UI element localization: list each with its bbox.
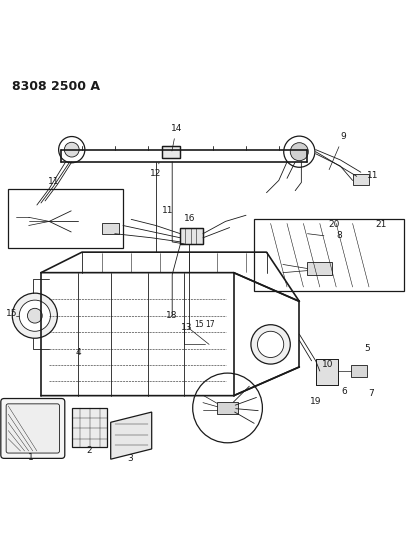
Circle shape <box>64 142 79 157</box>
Bar <box>254 220 403 291</box>
Bar <box>162 146 180 158</box>
Text: 18: 18 <box>166 311 178 320</box>
Text: 11: 11 <box>162 206 173 215</box>
Bar <box>315 359 337 385</box>
Bar <box>217 402 237 414</box>
Circle shape <box>250 325 290 364</box>
Circle shape <box>19 300 50 332</box>
Bar <box>180 228 202 244</box>
Circle shape <box>192 373 262 443</box>
Polygon shape <box>110 412 151 459</box>
Text: 1: 1 <box>27 453 33 462</box>
Text: 11: 11 <box>366 171 378 180</box>
Text: 3: 3 <box>127 454 133 463</box>
Text: 16: 16 <box>183 214 195 223</box>
Text: 5: 5 <box>363 344 369 352</box>
Text: 8: 8 <box>335 231 341 240</box>
Circle shape <box>290 143 308 161</box>
Circle shape <box>58 136 85 163</box>
Bar <box>315 359 337 385</box>
Bar <box>350 365 366 377</box>
Text: 14: 14 <box>170 124 182 151</box>
Bar <box>307 262 331 274</box>
Bar <box>72 408 106 447</box>
Bar <box>8 189 123 248</box>
Circle shape <box>283 136 314 167</box>
Text: 19: 19 <box>309 397 321 406</box>
Text: 15: 15 <box>6 309 17 318</box>
FancyBboxPatch shape <box>6 404 59 453</box>
Text: 15: 15 <box>193 320 203 329</box>
Text: 11: 11 <box>47 177 59 187</box>
Text: 17: 17 <box>204 320 214 329</box>
Text: 20: 20 <box>328 220 339 229</box>
Text: 4: 4 <box>75 348 81 357</box>
Bar <box>180 228 202 244</box>
Bar <box>162 146 180 158</box>
Text: 6: 6 <box>341 386 346 395</box>
Text: 10: 10 <box>321 360 333 369</box>
Text: 8308 2500 A: 8308 2500 A <box>12 80 100 93</box>
Circle shape <box>27 308 42 323</box>
Bar <box>352 174 368 184</box>
Circle shape <box>12 293 57 338</box>
FancyBboxPatch shape <box>1 399 65 458</box>
Circle shape <box>257 332 283 358</box>
Text: 9: 9 <box>328 132 345 169</box>
Text: 13: 13 <box>180 323 192 332</box>
Bar <box>102 223 119 233</box>
Text: 12: 12 <box>150 163 161 179</box>
Text: 7: 7 <box>367 389 373 398</box>
Text: 2: 2 <box>86 446 92 455</box>
Text: 21: 21 <box>375 220 386 229</box>
